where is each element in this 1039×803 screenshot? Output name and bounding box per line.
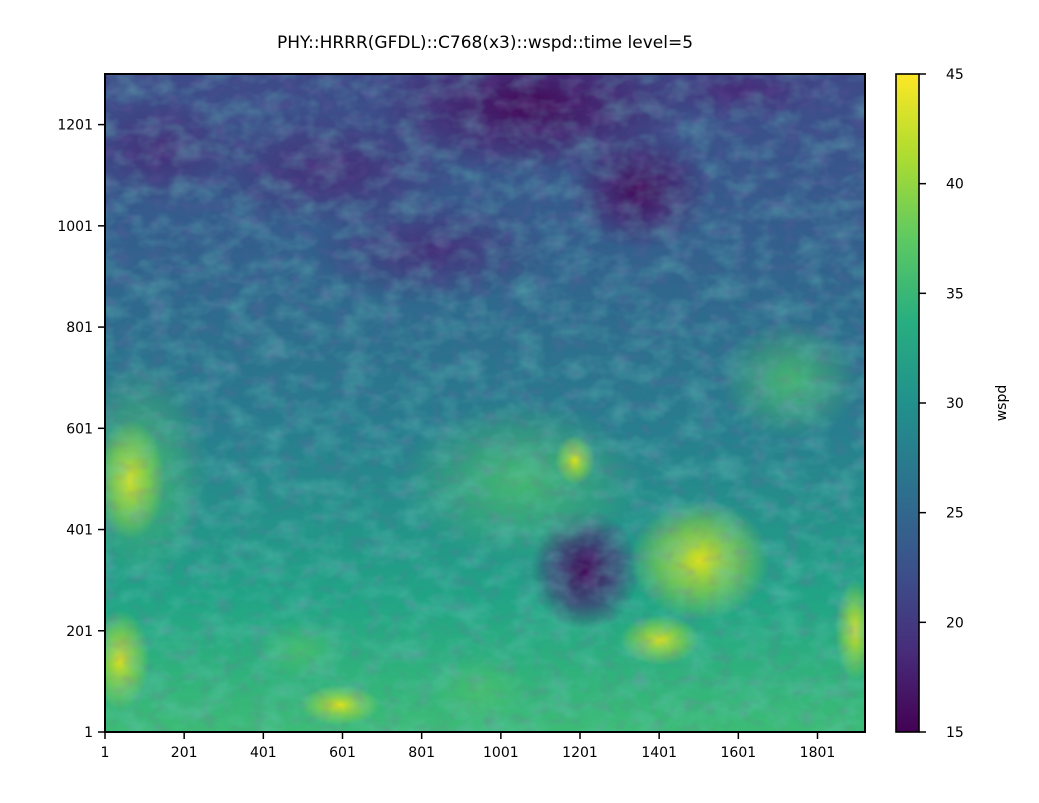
x-tick-label: 1401 [641, 745, 677, 761]
y-tick-label: 1 [84, 725, 93, 741]
x-tick-label: 401 [250, 745, 277, 761]
y-tick-label: 1201 [57, 118, 93, 134]
plot-frame [104, 73, 866, 733]
x-tick-label: 1001 [483, 745, 519, 761]
y-tick-label: 1001 [57, 219, 93, 235]
y-tick-label: 801 [66, 320, 93, 336]
x-tick-label: 1801 [800, 745, 836, 761]
y-tick-label: 401 [66, 523, 93, 539]
colorbar-tick-label: 45 [946, 67, 964, 83]
colorbar [895, 73, 920, 733]
colorbar-tick-label: 40 [946, 177, 964, 193]
colorbar-tick-label: 35 [946, 286, 964, 302]
colorbar-tick-label: 20 [946, 615, 964, 631]
x-tick-label: 1601 [721, 745, 757, 761]
x-tick-label: 601 [329, 745, 356, 761]
x-tick-label: 1 [101, 745, 110, 761]
x-axis: 1 201 401 601 801 1001 1201 1401 1601 1801 [101, 732, 836, 761]
x-tick-label: 1201 [562, 745, 598, 761]
colorbar-tick-label: 15 [946, 725, 964, 741]
colorbar-label: wspd [994, 385, 1010, 422]
colorbar-axis: 15 20 25 30 35 40 45 [919, 67, 964, 741]
y-tick-label: 201 [66, 624, 93, 640]
colorbar-tick-label: 25 [946, 506, 964, 522]
chart-title: PHY::HRRR(GFDL)::C768(x3)::wspd::time le… [277, 33, 693, 53]
x-tick-label: 201 [171, 745, 198, 761]
colorbar-tick-label: 30 [946, 396, 964, 412]
x-tick-label: 801 [408, 745, 435, 761]
y-tick-label: 601 [66, 421, 93, 437]
heatmap-field [105, 74, 865, 732]
